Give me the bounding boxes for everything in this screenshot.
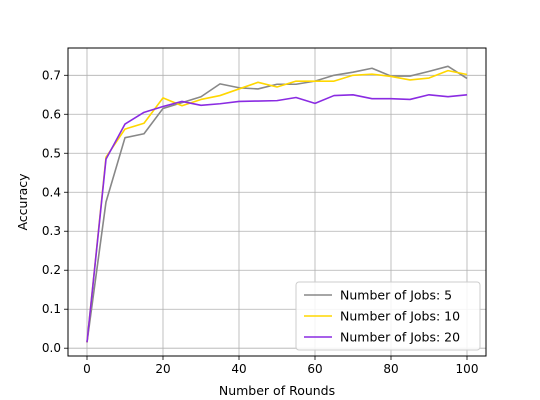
y-tick-label: 0.7 — [42, 68, 61, 82]
legend-label: Number of Jobs: 10 — [340, 309, 460, 324]
x-tick-label: 20 — [155, 362, 170, 376]
series-line-1 — [86, 65, 468, 343]
x-axis-ticks: 0 20 40 60 80 100 — [83, 356, 478, 376]
y-axis-label: Accuracy — [15, 173, 30, 231]
y-tick-label: 0.4 — [42, 185, 61, 199]
series-line-2 — [86, 69, 468, 343]
legend: Number of Jobs: 5 Number of Jobs: 10 Numbe… — [295, 281, 481, 351]
y-tick-label: 0.3 — [42, 224, 61, 238]
y-tick-label: 0.1 — [42, 302, 61, 316]
plot-frame — [67, 47, 487, 357]
x-tick-label: 60 — [307, 362, 322, 376]
y-tick-label: 0.5 — [42, 146, 61, 160]
y-tick-label: 0.2 — [42, 263, 61, 277]
x-tick-label: 80 — [383, 362, 398, 376]
legend-label: Number of Jobs: 5 — [340, 288, 452, 303]
y-axis-ticks: 0.0 0.1 0.2 0.3 0.4 0.5 0.6 0.7 — [42, 68, 68, 355]
x-tick-label: 100 — [456, 362, 479, 376]
y-tick-label: 0.0 — [42, 341, 61, 355]
x-axis-label: Number of Rounds — [219, 383, 335, 398]
series-lines — [86, 65, 468, 343]
x-tick-label: 0 — [83, 362, 91, 376]
series-line-3 — [86, 93, 468, 343]
y-tick-label: 0.6 — [42, 107, 61, 121]
x-tick-label: 40 — [231, 362, 246, 376]
legend-box — [295, 281, 481, 351]
legend-label: Number of Jobs: 20 — [340, 330, 460, 345]
